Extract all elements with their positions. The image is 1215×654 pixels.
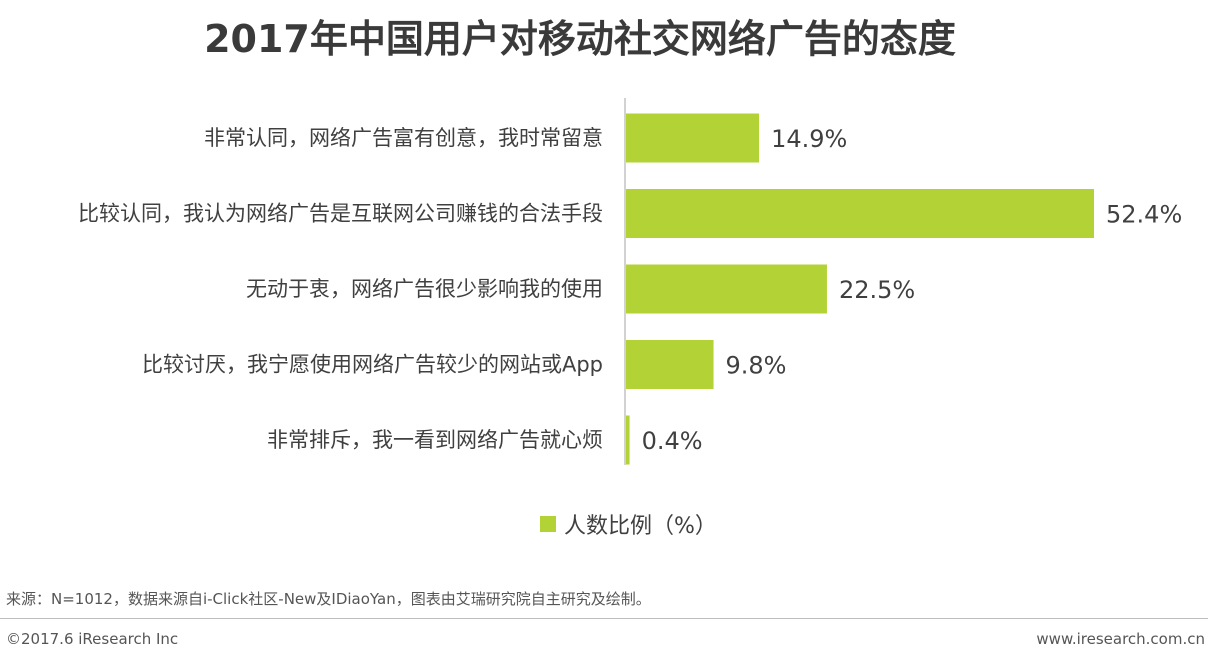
bar: [626, 113, 760, 163]
copyright-text: ©2017.6 iResearch Inc: [6, 630, 179, 648]
bar: [626, 340, 714, 389]
legend-swatch: [540, 516, 556, 532]
legend-label: 人数比例（%）: [564, 514, 717, 539]
category-label: 无动于衷，网络广告很少影响我的使用: [246, 277, 603, 301]
bar: [626, 189, 1094, 238]
footer-divider: [0, 618, 1208, 619]
bar: [626, 415, 630, 465]
category-label: 非常认同，网络广告富有创意，我时常留意: [204, 126, 603, 150]
value-label: 0.4%: [642, 427, 703, 455]
chart-legend: 人数比例（%）: [540, 508, 717, 540]
website-link[interactable]: www.iresearch.com.cn: [1036, 630, 1205, 648]
value-label: 9.8%: [726, 352, 787, 380]
value-label: 14.9%: [771, 125, 847, 153]
category-label: 比较讨厌，我宁愿使用网络广告较少的网站或App: [142, 353, 603, 377]
bar: [626, 264, 827, 314]
source-note: 来源：N=1012，数据来源自i-Click社区-New及IDiaoYan，图表…: [6, 590, 651, 608]
value-label: 52.4%: [1106, 201, 1182, 229]
bar-chart: 非常认同，网络广告富有创意，我时常留意 14.9% 比较认同，我认为网络广告是互联网…: [78, 98, 1182, 465]
category-label: 比较认同，我认为网络广告是互联网公司赚钱的合法手段: [78, 202, 603, 226]
value-label: 22.5%: [839, 276, 915, 304]
category-label: 非常排斥，我一看到网络广告就心烦: [267, 428, 603, 452]
chart-title: 2017年中国用户对移动社交网络广告的态度: [204, 17, 956, 61]
